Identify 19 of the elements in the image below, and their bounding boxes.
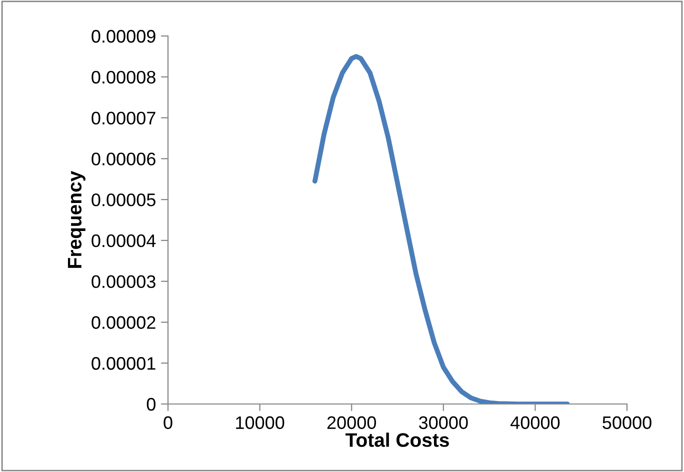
y-tick-label: 0.00005	[92, 193, 156, 206]
y-tick-label: 0	[146, 398, 156, 411]
y-tick-label: 0.00001	[92, 357, 156, 370]
y-axis-title: Frequency	[68, 170, 86, 268]
y-tick-label: 0.00006	[92, 152, 156, 166]
x-tick-label: 20000	[327, 416, 376, 430]
y-tick-label: 0.00008	[92, 70, 156, 84]
y-tick-label: 0.00009	[92, 30, 156, 43]
y-tick-label: 0.00007	[92, 112, 156, 124]
x-tick-label: 10000	[236, 416, 284, 430]
y-tick-label: 0.00002	[92, 316, 156, 329]
x-axis-title: Total Costs	[346, 432, 449, 447]
y-tick-label: 0.00003	[92, 275, 156, 288]
x-tick-label: 0	[164, 416, 172, 430]
x-tick-label: 30000	[418, 416, 468, 430]
y-tick-label: 0.00004	[92, 234, 156, 248]
line-series	[312, 54, 570, 404]
x-tick-label: 40000	[510, 416, 560, 430]
x-tick-label: 50000	[602, 416, 652, 430]
